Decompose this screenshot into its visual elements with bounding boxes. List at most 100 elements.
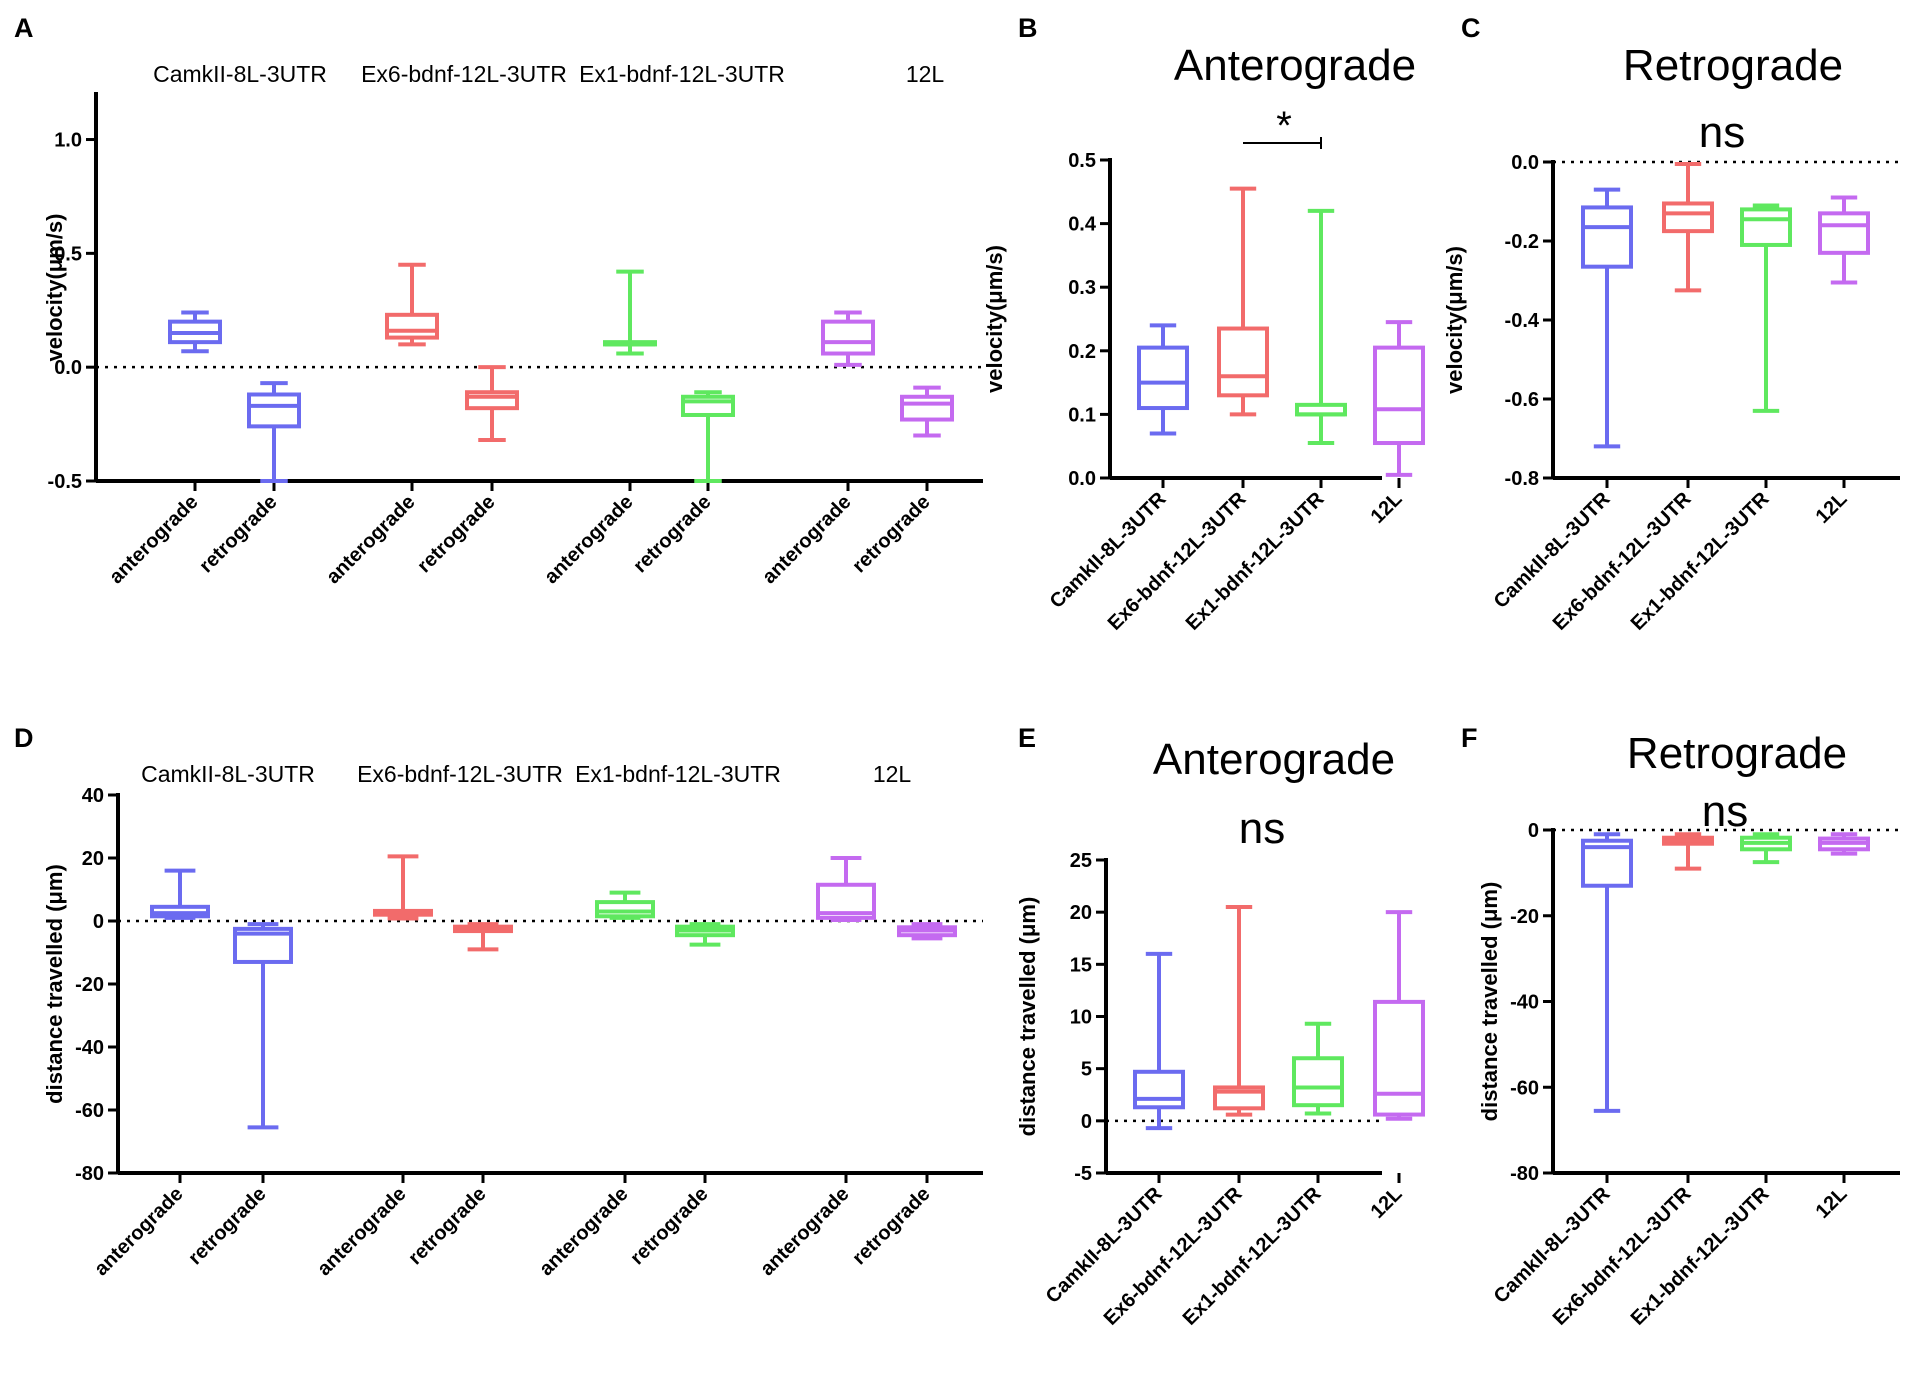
x-tick-label: retrograde [626,1183,712,1269]
box-CamkII-8L-3UTR [1581,187,1633,449]
significance-ns: ns [1702,787,1748,836]
x-tick-label: anterograde [90,1183,187,1280]
box-12L [1818,195,1870,285]
y-tick-label: 0.3 [1068,277,1096,299]
panel-f: F Retrograde ns -80 -60 -40 -20 0 distance trave… [1461,723,1900,1330]
box-CamkII-8L-3UTR [1137,323,1189,436]
y-tick-label: 20 [82,848,104,870]
y-tick-label: 0 [1081,1111,1092,1133]
box-iqr [1217,326,1269,398]
y-tick-label: 40 [82,785,104,807]
x-tick-label: Ex1-bdnf-12L-3UTR [1179,1183,1326,1330]
x-tick-label: 12L [1367,488,1407,528]
box-iqr [595,900,655,919]
y-tick-label: -40 [75,1037,104,1059]
box-12L [1373,320,1425,477]
y-tick-label: 0 [93,911,104,933]
panel-letter: F [1461,723,1478,753]
box-iqr [1133,1069,1185,1110]
box-Ex1-bdnf-12L-3UTR [1740,203,1792,413]
box-iqr [233,926,293,964]
x-tick-label: Ex1-bdnf-12L-3UTR [1627,1183,1774,1330]
box-CamkII-8L-3UTR-anterograde [168,310,222,354]
x-tick-label: anterograde [535,1183,632,1280]
box-iqr [1581,838,1633,888]
x-tick-label: 12L [1812,1183,1852,1223]
box-iqr [247,392,301,429]
x-tick-label: Ex6-bdnf-12L-3UTR [1100,1183,1247,1330]
y-tick-label: 0.1 [1068,404,1096,426]
box-Ex6-bdnf-12L-3UTR-retrograde [465,365,519,443]
y-axis-title: velocity(μm/s) [1442,246,1467,394]
y-tick-label: -0.2 [1505,231,1539,253]
box-iqr [900,394,954,422]
box-Ex1-bdnf-12L-3UTR-anterograde [603,269,657,356]
box-iqr [1137,345,1189,411]
panel-letter: B [1018,13,1038,43]
group-header: Ex1-bdnf-12L-3UTR [579,61,785,87]
x-tick-label: retrograde [404,1183,490,1269]
box-iqr [1662,201,1714,234]
x-tick-label: 12L [1367,1183,1407,1223]
x-tick-label: retrograde [848,1183,934,1269]
x-tick-label: retrograde [413,491,499,577]
box-CamkII-8L-3UTR-retrograde [247,381,301,483]
y-tick-label: 0 [1528,820,1539,842]
box-Ex6-bdnf-12L-3UTR [1662,832,1714,871]
box-CamkII-8L-3UTR [1581,832,1633,1113]
box-Ex6-bdnf-12L-3UTR [1217,186,1269,417]
box-Ex6-bdnf-12L-3UTR-retrograde [453,922,513,952]
chart-title: Retrograde [1627,729,1847,778]
chart-title: Anterograde [1153,735,1395,784]
y-tick-label: 10 [1070,1007,1092,1029]
box-iqr [1213,1085,1265,1111]
box-Ex6-bdnf-12L-3UTR [1662,161,1714,293]
y-tick-label: 0.0 [1511,152,1539,174]
box-iqr [1373,345,1425,446]
group-header: CamkII-8L-3UTR [153,61,327,87]
box-iqr [465,390,519,411]
x-tick-label: retrograde [184,1183,270,1269]
box-iqr [681,394,735,417]
group-header: CamkII-8L-3UTR [141,761,315,787]
group-header: Ex6-bdnf-12L-3UTR [357,761,563,787]
panel-b: B Anterograde 0.0 0.1 0.2 0.3 0.4 0.5 velocity(μ… [982,13,1425,635]
panel-letter: A [14,13,34,43]
box-12L [1373,910,1425,1121]
panel-c: C Retrograde ns -0.8 -0.6 -0.4 -0.2 0.0 velocity… [1442,13,1900,635]
significance-ns: ns [1239,804,1285,853]
y-tick-label: 0.5 [54,243,82,265]
x-tick-label: Ex1-bdnf-12L-3UTR [1182,488,1329,635]
x-tick-label: Ex1-bdnf-12L-3UTR [1627,488,1774,635]
chart-title: Retrograde [1623,41,1843,90]
x-tick-label: anterograde [322,491,419,588]
y-tick-label: 0.2 [1068,341,1096,363]
y-tick-label: 0.0 [1068,468,1096,490]
group-header: Ex6-bdnf-12L-3UTR [361,61,567,87]
y-tick-label: 1.0 [54,130,82,152]
panel-letter: D [14,723,34,753]
box-iqr [1740,207,1792,247]
y-axis-title: velocity(μm/s) [42,214,67,362]
x-tick-label: 12L [1812,488,1852,528]
box-12L-anterograde [816,856,876,923]
group-header: 12L [906,61,945,87]
y-tick-label: 20 [1070,902,1092,924]
y-tick-label: -20 [1510,906,1539,928]
panel-a: A CamkII-8L-3UTR Ex6-bdnf-12L-3UTR Ex1-bdnf… [14,13,983,588]
y-tick-label: -0.5 [48,471,82,493]
y-tick-label: -0.4 [1505,310,1540,332]
y-axis-title: velocity(μm/s) [982,245,1007,393]
box-Ex1-bdnf-12L-3UTR [1295,208,1347,446]
box-iqr [1373,999,1425,1117]
box-12L-anterograde [821,310,875,367]
box-Ex1-bdnf-12L-3UTR [1740,832,1792,865]
panel-letter: E [1018,723,1036,753]
group-header: Ex1-bdnf-12L-3UTR [575,761,781,787]
box-Ex1-bdnf-12L-3UTR-retrograde [675,922,735,947]
x-tick-label: retrograde [848,491,934,577]
box-iqr [1292,1056,1344,1108]
y-tick-label: 5 [1081,1059,1092,1081]
panel-e: E Anterograde ns -5 0 5 10 15 20 25 distance trave… [1015,723,1425,1330]
y-tick-label: 15 [1070,954,1092,976]
